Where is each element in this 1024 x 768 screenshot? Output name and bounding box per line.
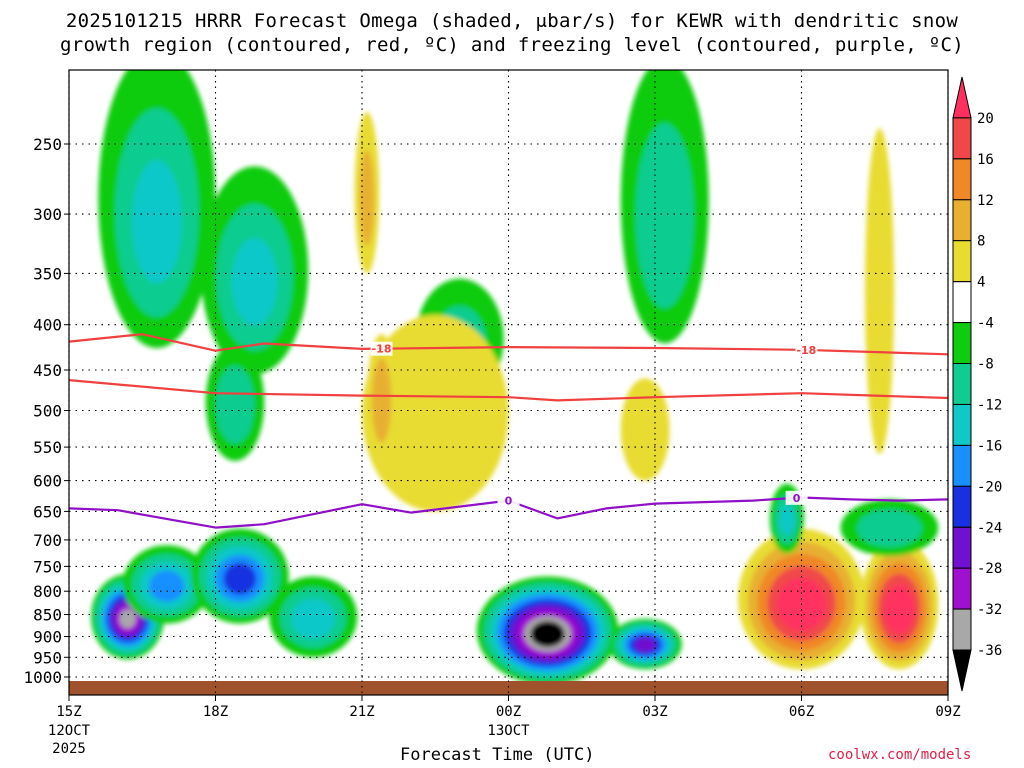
colorbar-swatch-10 xyxy=(952,485,972,528)
y-tick-label-950: 950 xyxy=(33,648,62,667)
omega-level-10-5 xyxy=(634,637,656,653)
omega-level-9-8 xyxy=(530,621,565,647)
colorbar-label-4: 4 xyxy=(977,275,985,291)
colorbar-swatch-7 xyxy=(952,363,972,405)
y-tick-label-750: 750 xyxy=(33,557,62,576)
colorbar-swatch-0 xyxy=(952,76,972,119)
omega-level-19-2 xyxy=(779,505,795,535)
chart-title-line2: growth region (contoured, red, ºC) and f… xyxy=(60,34,964,56)
colorbar-swatch-4 xyxy=(952,240,972,283)
colorbar-swatch-12 xyxy=(952,567,972,610)
colorbar-swatch-9 xyxy=(952,444,972,487)
x-tick-label-21Z: 21Z xyxy=(349,704,374,720)
omega-level-14-0 xyxy=(620,378,670,481)
y-tick-label-800: 800 xyxy=(33,582,62,601)
omega-level-0-7 xyxy=(119,609,136,629)
colorbar-swatch-8 xyxy=(952,404,972,446)
omega-level-2-4 xyxy=(223,563,257,595)
time-axis: 15Z 12OCT 2025 18Z 21Z 00Z 13OCT 03Z 06Z 09Z xyxy=(48,695,961,757)
y-tick-label-700: 700 xyxy=(33,531,62,550)
y-tick-label-1000: 1000 xyxy=(23,668,62,687)
colorbar-swatch-1 xyxy=(952,117,972,160)
omega-level-5-2 xyxy=(231,238,278,326)
colorbar-swatch-14 xyxy=(952,649,972,692)
colorbar-label--28: -28 xyxy=(977,561,1002,577)
pressure-axis: 250 300 350 400 450 500 550 600 650 700 750 800 850 9… xyxy=(23,135,69,687)
dgz-label-1-bg xyxy=(370,341,393,356)
colorbar-label-16: 16 xyxy=(977,152,994,168)
y-tick-label-550: 550 xyxy=(33,438,62,457)
source-credit: coolwx.com/models xyxy=(828,747,972,763)
colorbar-swatch-11 xyxy=(952,526,972,569)
colorbar-label--36: -36 xyxy=(977,643,1002,659)
colorbar-swatch-5 xyxy=(952,281,972,324)
omega-level-13-1 xyxy=(371,358,392,443)
x-tick-year-15Z: 2025 xyxy=(52,741,86,757)
omega-level-18-1 xyxy=(856,509,923,548)
x-tick-date-15Z: 12OCT xyxy=(48,723,91,739)
colorbar-swatch-2 xyxy=(952,158,972,201)
y-tick-label-900: 900 xyxy=(33,628,62,647)
x-tick-label-15Z: 15Z xyxy=(56,704,81,720)
colorbar-label--32: -32 xyxy=(977,602,1002,618)
colorbar: 20 16 12 8 4 -4 -8 -12 -16 -20 -24 -28 -32 -36 xyxy=(952,76,1002,692)
colorbar-label--8: -8 xyxy=(977,357,994,373)
y-tick-label-300: 300 xyxy=(33,205,62,224)
dgz-label-1: -18 xyxy=(372,343,392,356)
omega-level-7-1 xyxy=(359,150,375,247)
omega-shaded-field xyxy=(91,70,939,685)
y-tick-label-350: 350 xyxy=(33,264,62,283)
y-tick-label-850: 850 xyxy=(33,606,62,625)
colorbar-label--20: -20 xyxy=(977,479,1002,495)
y-tick-label-400: 400 xyxy=(33,316,62,335)
x-tick-label-03Z: 03Z xyxy=(642,704,667,720)
y-tick-label-600: 600 xyxy=(33,472,62,491)
omega-level-12-0 xyxy=(362,315,509,512)
colorbar-swatch-6 xyxy=(952,322,972,365)
omega-level-1-3 xyxy=(149,570,185,602)
chart-title-line1: 2025101215 HRRR Forecast Omega (shaded, … xyxy=(65,10,959,32)
omega-level-3-2 xyxy=(291,598,336,639)
freezing-label-1: 0 xyxy=(505,495,513,508)
colorbar-label--16: -16 xyxy=(977,438,1002,454)
dgz-upper-contour xyxy=(68,333,949,356)
x-tick-label-06Z: 06Z xyxy=(789,704,814,720)
ground-strip xyxy=(69,681,948,695)
omega-level-4-2 xyxy=(131,160,182,284)
colorbar-label-12: 12 xyxy=(977,193,994,209)
colorbar-swatch-13 xyxy=(952,608,972,651)
omega-blobs xyxy=(91,70,939,685)
colorbar-label-8: 8 xyxy=(977,234,985,250)
omega-level-16-4 xyxy=(884,584,915,634)
colorbar-swatch-3 xyxy=(952,199,972,242)
y-tick-label-500: 500 xyxy=(33,402,62,421)
x-tick-label-18Z: 18Z xyxy=(203,704,228,720)
colorbar-label--12: -12 xyxy=(977,398,1002,414)
x-tick-date-00Z: 13OCT xyxy=(487,723,530,739)
omega-level-17-0 xyxy=(865,128,895,455)
x-axis-label: Forecast Time (UTC) xyxy=(400,745,595,765)
colorbar-label--24: -24 xyxy=(977,520,1002,536)
contour-lines: -18 -18 0 0 xyxy=(68,333,949,529)
x-tick-label-09Z: 09Z xyxy=(935,704,960,720)
omega-level-6-1 xyxy=(215,365,255,444)
freezing-label-1-bg xyxy=(497,493,520,508)
dgz-label-2: -18 xyxy=(796,344,816,357)
freezing-label-2-bg xyxy=(785,490,808,505)
dgz-lower-contour xyxy=(68,379,949,402)
y-tick-label-650: 650 xyxy=(33,502,62,521)
x-tick-label-00Z: 00Z xyxy=(496,704,521,720)
colorbar-label-20: 20 xyxy=(977,111,994,127)
colorbar-label--4: -4 xyxy=(977,316,994,332)
y-tick-label-450: 450 xyxy=(33,361,62,380)
dgz-label-2-bg xyxy=(795,342,818,357)
y-tick-label-250: 250 xyxy=(33,135,62,154)
freezing-level-contour xyxy=(68,496,949,529)
freezing-label-2: 0 xyxy=(793,492,801,505)
omega-level-11-1 xyxy=(635,122,695,309)
